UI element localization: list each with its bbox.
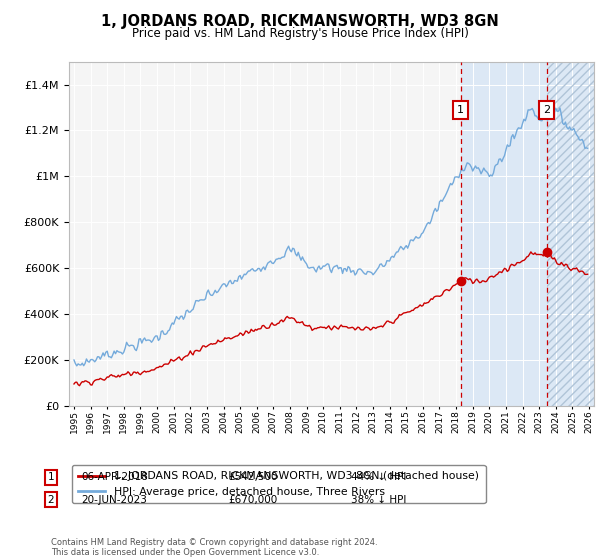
Text: 1, JORDANS ROAD, RICKMANSWORTH, WD3 8GN: 1, JORDANS ROAD, RICKMANSWORTH, WD3 8GN (101, 14, 499, 29)
Text: 1: 1 (47, 472, 55, 482)
Text: £670,000: £670,000 (228, 494, 277, 505)
Bar (547, 62, 594, 406)
Legend: 1, JORDANS ROAD, RICKMANSWORTH, WD3 8GN (detached house), HPI: Average price, de: 1, JORDANS ROAD, RICKMANSWORTH, WD3 8GN … (72, 465, 485, 503)
Text: 38% ↓ HPI: 38% ↓ HPI (351, 494, 406, 505)
Text: 1: 1 (457, 105, 464, 115)
Bar (461, 62, 594, 406)
Text: £542,500: £542,500 (228, 472, 277, 482)
Bar (547, 62, 594, 406)
Text: 06-APR-2018: 06-APR-2018 (81, 472, 148, 482)
Text: 20-JUN-2023: 20-JUN-2023 (81, 494, 147, 505)
Text: 44% ↓ HPI: 44% ↓ HPI (351, 472, 406, 482)
Text: Contains HM Land Registry data © Crown copyright and database right 2024.
This d: Contains HM Land Registry data © Crown c… (51, 538, 377, 557)
Text: 2: 2 (543, 105, 550, 115)
Text: Price paid vs. HM Land Registry's House Price Index (HPI): Price paid vs. HM Land Registry's House … (131, 27, 469, 40)
Text: 2: 2 (47, 494, 55, 505)
